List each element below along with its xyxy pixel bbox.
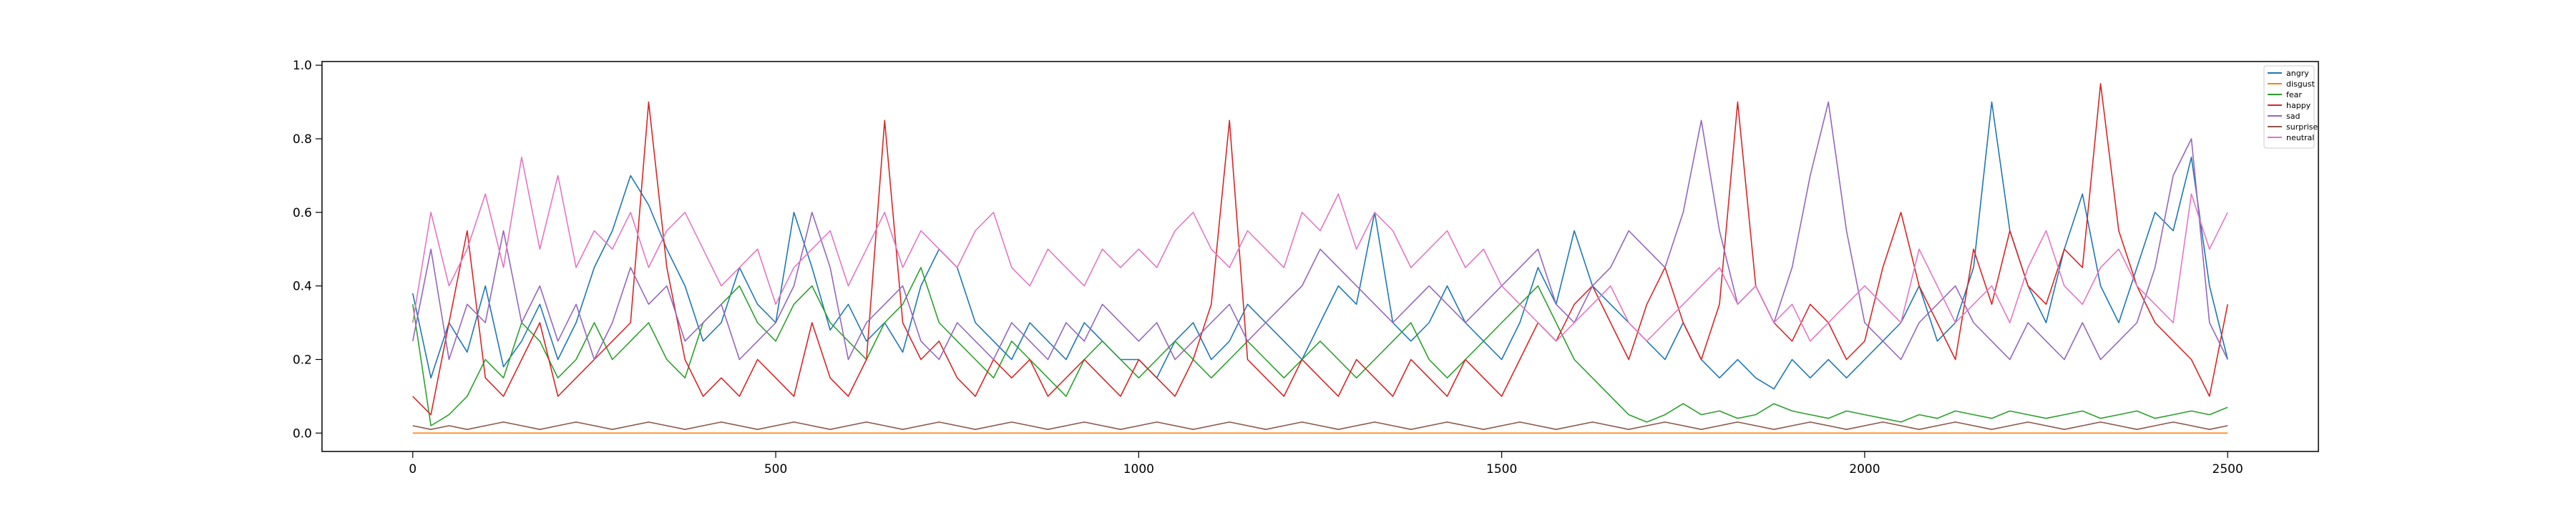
legend-label-neutral: neutral — [2286, 133, 2314, 142]
legend-label-surprise: surprise — [2286, 122, 2318, 132]
x-tick-label: 1000 — [1123, 462, 1154, 477]
y-tick-label: 0.2 — [293, 353, 312, 367]
x-axis: 0 500 1000 1500 2000 2500 — [409, 451, 2243, 477]
y-tick-label: 0.6 — [293, 206, 312, 220]
legend-label-fear: fear — [2286, 90, 2302, 99]
legend-label-happy: happy — [2286, 101, 2311, 110]
x-tick-label: 0 — [409, 462, 416, 477]
plot-frame — [321, 61, 2319, 452]
series-line-angry — [412, 101, 2228, 390]
y-tick-label: 1.0 — [293, 59, 312, 73]
y-tick-label: 0.4 — [293, 280, 312, 294]
y-axis: 0.0 0.2 0.4 0.6 0.8 1.0 — [293, 59, 322, 441]
y-tick-label: 0.0 — [293, 426, 312, 441]
series-line-neutral — [412, 156, 2228, 342]
series-line-happy — [412, 83, 2228, 416]
series-layer — [412, 83, 2228, 434]
series-line-sad — [412, 101, 2228, 361]
legend-box — [2263, 65, 2315, 149]
y-tick-label: 0.8 — [293, 132, 312, 147]
x-tick-label: 2000 — [1849, 462, 1880, 477]
x-tick-label: 1500 — [1486, 462, 1517, 477]
legend-label-disgust: disgust — [2286, 79, 2315, 89]
legend-label-sad: sad — [2286, 112, 2300, 121]
series-line-surprise — [412, 421, 2228, 430]
x-tick-label: 500 — [764, 462, 787, 477]
x-tick-label: 2500 — [2212, 462, 2243, 477]
legend-label-angry: angry — [2286, 69, 2309, 78]
